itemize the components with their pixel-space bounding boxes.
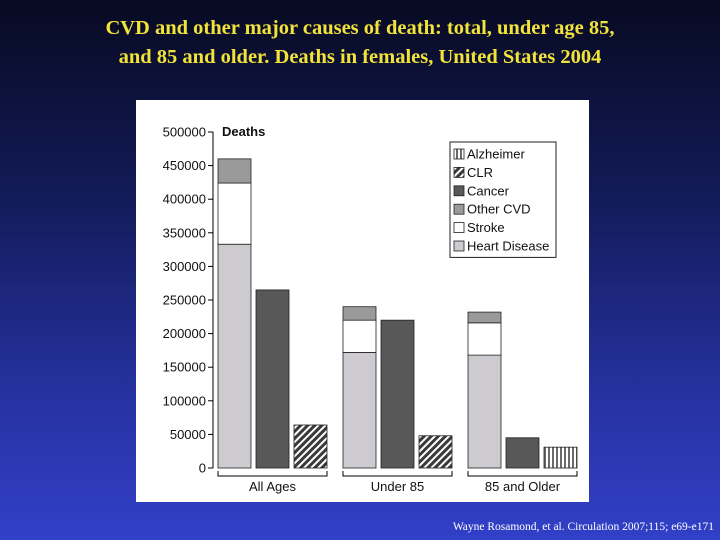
bar-heart-disease-all-ages	[217, 243, 252, 469]
bar-cancer-under-85	[380, 319, 415, 469]
bar-group-85-and-older: 85 and Older	[467, 311, 578, 494]
legend-item-heart-disease: Heart Disease	[453, 239, 549, 254]
y-axis-title: Deaths	[222, 124, 265, 139]
category-label: All Ages	[249, 479, 296, 494]
deaths-bar-chart: 0 50000 100000 150000 200000 250000 300000 3500…	[163, 124, 578, 494]
y-tick-label: 300000	[163, 259, 206, 274]
slide-title: CVD and other major causes of death: tot…	[0, 14, 720, 72]
slide-title-line-2: and 85 and older. Deaths in females, Uni…	[118, 46, 602, 68]
category-bracket	[342, 471, 453, 477]
bar-alzheimer-85-and-older	[543, 446, 578, 469]
chart-panel: 0 50000 100000 150000 200000 250000 300000 3500…	[136, 100, 589, 502]
y-tick-label: 500000	[163, 125, 206, 140]
y-tick-label: 50000	[170, 427, 206, 442]
bar-stroke-85-and-older	[467, 322, 502, 356]
bar-cancer-all-ages	[255, 289, 290, 469]
bar-other-cvd-85-and-older	[467, 311, 502, 324]
y-tick-label: 100000	[163, 393, 206, 408]
category-bracket	[467, 471, 578, 477]
y-tick-label: 200000	[163, 326, 206, 341]
legend-item-clr: CLR	[453, 165, 493, 180]
legend-swatch	[453, 222, 465, 233]
category-label: 85 and Older	[485, 479, 561, 494]
bar-group-under-85: Under 85	[342, 306, 453, 494]
legend-item-stroke: Stroke	[453, 220, 505, 235]
legend-swatch	[453, 240, 465, 252]
bar-clr-all-ages	[293, 424, 328, 469]
bar-group-all-ages: All Ages	[217, 158, 328, 494]
legend-box	[449, 141, 557, 258]
legend-item-cancer: Cancer	[453, 183, 510, 198]
legend-label: Other CVD	[467, 202, 531, 217]
y-tick-label: 350000	[163, 225, 206, 240]
citation: Wayne Rosamond, et al. Circulation 2007;…	[452, 521, 714, 533]
bar-clr-under-85	[418, 435, 453, 469]
legend-swatch	[453, 167, 465, 178]
bar-stroke-under-85	[342, 319, 377, 353]
category-label: Under 85	[371, 479, 424, 494]
bar-heart-disease-under-85	[342, 352, 377, 469]
slide-title-line-1: CVD and other major causes of death: tot…	[105, 17, 615, 39]
legend-swatch	[453, 148, 465, 160]
legend-label: CLR	[467, 165, 493, 180]
y-tick-label: 250000	[163, 293, 206, 308]
legend-item-other-cvd: Other CVD	[453, 202, 531, 217]
y-tick-label: 0	[199, 461, 206, 476]
legend-label: Stroke	[467, 220, 505, 235]
legend-swatch	[453, 185, 465, 197]
bar-cancer-85-and-older	[505, 437, 540, 469]
category-bracket	[217, 471, 328, 477]
y-tick-label: 450000	[163, 158, 206, 173]
y-tick-label: 400000	[163, 192, 206, 207]
legend-label: Alzheimer	[467, 147, 525, 162]
legend-item-alzheimer: Alzheimer	[453, 147, 525, 162]
legend-swatch	[453, 203, 465, 215]
y-tick-label: 150000	[163, 360, 206, 375]
bar-other-cvd-under-85	[342, 306, 377, 321]
bar-heart-disease-85-and-older	[467, 354, 502, 469]
legend-label: Cancer	[467, 183, 510, 198]
bar-stroke-all-ages	[217, 182, 252, 245]
legend-label: Heart Disease	[467, 239, 549, 254]
bar-other-cvd-all-ages	[217, 158, 252, 184]
